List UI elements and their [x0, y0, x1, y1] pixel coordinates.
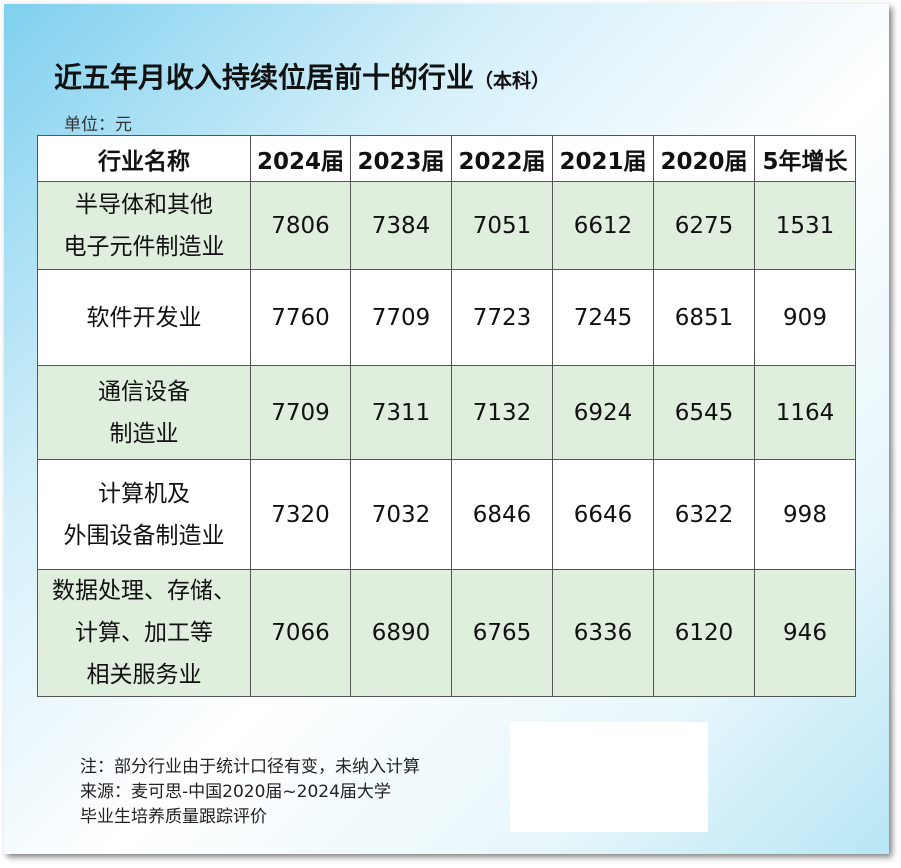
subtitle: （本科）	[474, 70, 551, 92]
note-line: 来源：麦可思-中国2020届~2024届大学	[80, 782, 391, 802]
value-cell: 6322	[653, 459, 755, 570]
industry-cell: 软件开发业	[37, 269, 251, 366]
column-header: 2024届	[250, 135, 351, 182]
industry-name-line: 电子元件制造业	[63, 233, 225, 260]
value-cell: 946	[754, 569, 856, 697]
value-cell: 6890	[350, 569, 452, 697]
table-row: 半导体和其他 电子元件制造业 7806 7384 7051 6612 6275 1531	[37, 181, 856, 270]
value-cell: 998	[754, 459, 856, 570]
value-cell: 7245	[552, 269, 654, 366]
industry-name-line: 通信设备	[98, 378, 190, 405]
page-root: 近五年月收入持续位居前十的行业（本科） 单位：元 行业名称 2024届 2023届 2…	[0, 4, 901, 868]
table-row: 软件开发业 7760 7709 7723 7245 6851 909	[37, 269, 856, 366]
industry-name-line: 软件开发业	[86, 304, 202, 331]
value-cell: 909	[754, 269, 856, 366]
note-line: 注：部分行业由于统计口径有变，未纳入计算	[80, 757, 420, 777]
column-header: 2023届	[350, 135, 452, 182]
value-cell: 7132	[451, 365, 553, 460]
column-header: 行业名称	[37, 135, 251, 182]
value-cell: 6846	[451, 459, 553, 570]
industry-name-line: 计算机及	[98, 480, 190, 507]
value-cell: 6924	[552, 365, 654, 460]
value-cell: 7709	[350, 269, 452, 366]
column-header: 2022届	[451, 135, 553, 182]
industry-name-line: 外围设备制造业	[63, 522, 225, 549]
value-cell: 6336	[552, 569, 654, 697]
table-row: 计算机及 外围设备制造业 7320 7032 6846 6646 6322 998	[37, 459, 856, 570]
column-header: 2021届	[552, 135, 654, 182]
industry-cell: 通信设备 制造业	[37, 365, 251, 460]
industry-cell: 半导体和其他 电子元件制造业	[37, 181, 251, 270]
industry-name-line: 数据处理、存储、	[52, 578, 236, 604]
data-table: 行业名称 2024届 2023届 2022届 2021届 2020届 5年增长 半导体和其他电…	[37, 135, 856, 697]
value-cell: 7806	[250, 181, 351, 270]
value-cell: 6646	[552, 459, 654, 570]
value-cell: 7760	[250, 269, 351, 366]
value-cell: 7066	[250, 569, 351, 697]
value-cell: 7032	[350, 459, 452, 570]
value-cell: 7709	[250, 365, 351, 460]
note-line: 毕业生培养质量跟踪评价	[80, 807, 267, 827]
value-cell: 6545	[653, 365, 755, 460]
table-row: 数据处理、存储、 计算、加工等 相关服务业 7066 6890 6765 6336 6120 9…	[37, 569, 856, 697]
card: 近五年月收入持续位居前十的行业（本科） 单位：元 行业名称 2024届 2023届 2…	[4, 4, 889, 854]
value-cell: 6851	[653, 269, 755, 366]
value-cell: 6765	[451, 569, 553, 697]
value-cell: 7723	[451, 269, 553, 366]
value-cell: 6275	[653, 181, 755, 270]
column-header: 5年增长	[754, 135, 856, 182]
blank-box	[510, 722, 708, 832]
industry-name-line: 半导体和其他	[75, 191, 213, 218]
value-cell: 6612	[552, 181, 654, 270]
table-row: 通信设备 制造业 7709 7311 7132 6924 6545 1164	[37, 365, 856, 460]
value-cell: 6120	[653, 569, 755, 697]
value-cell: 7311	[350, 365, 452, 460]
value-cell: 1164	[754, 365, 856, 460]
unit: 单位：元	[64, 115, 132, 135]
value-cell: 7051	[451, 181, 553, 270]
industry-cell: 数据处理、存储、 计算、加工等 相关服务业	[37, 569, 251, 697]
title-row: 近五年月收入持续位居前十的行业（本科）	[54, 56, 550, 96]
column-header: 2020届	[653, 135, 755, 182]
industry-cell: 计算机及外围设备制造业	[37, 459, 251, 570]
title: 近五年月收入持续位居前十的行业	[54, 61, 475, 94]
industry-name-line: 制造业	[109, 420, 179, 447]
value-cell: 1531	[754, 181, 856, 270]
value-cell: 7384	[350, 181, 452, 270]
industry-name-line: 计算、加工等	[75, 620, 213, 646]
industry-name-line: 相关服务业	[86, 662, 202, 688]
value-cell: 7320	[250, 459, 351, 570]
header-row: 行业名称 2024届 2023届 2022届 2021届 2020届 5年增长	[37, 135, 856, 182]
